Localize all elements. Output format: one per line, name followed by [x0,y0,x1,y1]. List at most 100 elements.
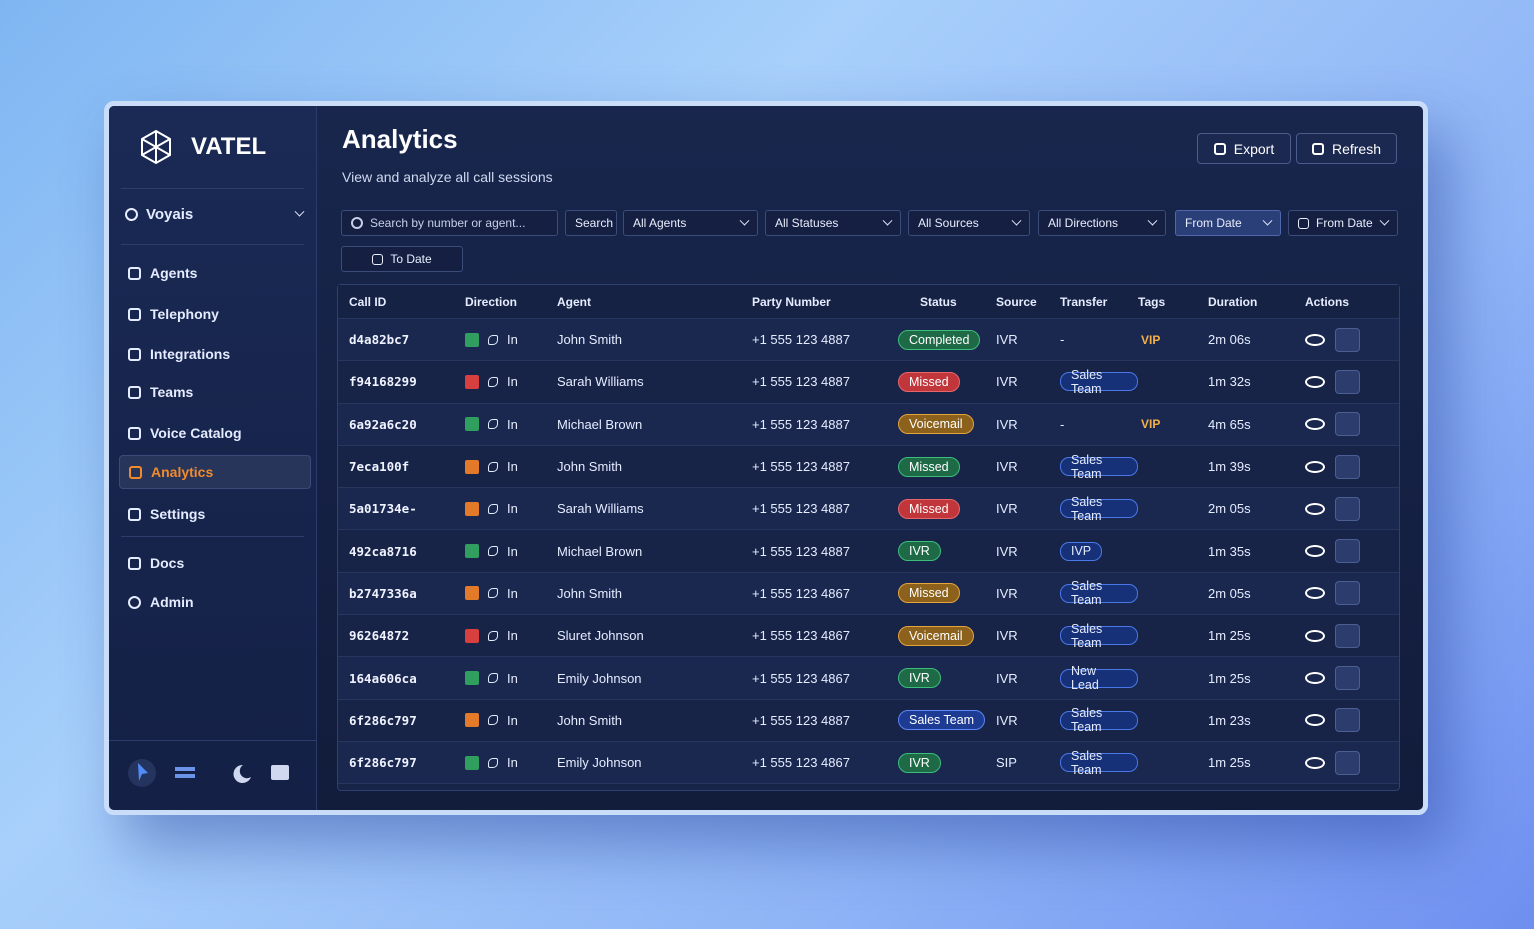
search-placeholder: Search by number or agent... [370,216,526,230]
call-id[interactable]: 96264872 [349,628,410,644]
view-button[interactable] [1305,418,1325,431]
brand: VATEL [137,128,266,166]
assign-button[interactable] [1335,581,1360,606]
view-button[interactable] [1305,672,1325,685]
view-button[interactable] [1305,502,1325,515]
call-id[interactable]: d4a82bc7 [349,332,410,348]
view-button[interactable] [1305,333,1325,346]
column-header: Call ID [349,294,387,309]
header-button[interactable]: Refresh [1296,133,1397,164]
call-id[interactable]: b2747336a [349,585,417,601]
agent: Sluret Johnson [557,628,644,644]
phone-icon [488,419,498,430]
view-button[interactable] [1305,375,1325,388]
assign-button[interactable] [1335,623,1360,648]
nav-item[interactable]: Agents [119,256,311,290]
assign-button[interactable] [1335,750,1360,775]
date-filter[interactable]: To Date [341,246,463,272]
assign-button[interactable] [1335,666,1360,691]
filter-dropdown[interactable]: All Sources [908,210,1030,236]
filter-dropdown[interactable]: All Agents [623,210,758,236]
assign-button[interactable] [1335,539,1360,564]
nav-label: Voice Catalog [150,425,242,441]
nav-item[interactable]: Docs [119,546,311,580]
call-id[interactable]: 492ca8716 [349,543,417,559]
nav-item[interactable]: Analytics [119,455,311,489]
duration: 1m 25s [1208,670,1251,686]
call-id[interactable]: 6a92a6c20 [349,416,417,432]
agent: Michael Brown [557,416,643,432]
header-button[interactable]: Export [1197,133,1291,164]
date-filter[interactable]: From Date [1175,210,1281,236]
search-button[interactable]: Search [565,210,617,236]
view-button[interactable] [1305,629,1325,642]
assign-button[interactable] [1335,412,1360,437]
nav-icon [128,556,141,570]
call-id[interactable]: 164a606ca [349,670,417,686]
chevron [1147,215,1158,226]
status-badge: IVR [898,668,941,689]
view-button[interactable] [1305,756,1325,769]
logo [141,129,171,165]
sidebar-footer [109,740,316,810]
view-button[interactable] [1305,545,1325,558]
transfer-badge: Sales Team [1060,622,1138,650]
assign-button[interactable] [1335,369,1360,394]
transfer-badge: Sales Team [1060,495,1138,523]
view-button[interactable] [1305,460,1325,473]
search-input[interactable]: Search by number or agent... [341,210,558,236]
nav-item[interactable]: Telephony [119,297,311,331]
table-header: Call ID Direction Agent Party Number Status S… [338,285,1399,319]
call-id[interactable]: 5a01734e- [349,501,417,517]
view-button[interactable] [1305,714,1325,727]
direction-icon [465,332,479,347]
assign-button[interactable] [1335,327,1360,352]
nav-item[interactable]: Admin [119,585,311,619]
call-id[interactable]: 7eca100f [349,459,410,475]
actions [1305,327,1399,352]
nav-item[interactable]: Teams [119,375,311,409]
nav-label: Docs [150,555,185,571]
direction-icon [465,671,479,686]
call-id[interactable]: f94168299 [349,374,417,390]
status-badge: Voicemail [898,414,974,435]
filter-dropdown[interactable]: All Statuses [765,210,901,236]
call-id[interactable]: 6f286c797 [349,755,417,771]
duration: 2m 05s [1208,585,1251,601]
status-badge: Sales Team [898,710,986,731]
phone-icon [488,630,498,641]
direction-icon [465,586,479,601]
assign-button[interactable] [1335,496,1360,521]
tag: VIP [1141,332,1161,347]
direction: In [465,671,557,686]
view-button[interactable] [1305,587,1325,600]
call-id[interactable]: 6f286c797 [349,712,417,728]
nav-item[interactable]: Settings [119,497,311,531]
user-name: Voyais [146,206,194,223]
party-number: +1 555 123 4887 [752,543,850,559]
direction-label: In [507,628,518,644]
user-menu[interactable]: Voyais [125,206,305,223]
party-number: +1 555 123 4887 [752,501,850,517]
chevron [739,215,750,226]
phone-icon [488,588,498,599]
transfer-badge: Sales Team [1060,453,1138,481]
source: IVR [996,459,1018,475]
table-row: d4a82bc7 In John Smith +1 555 123 4887 Compl… [338,319,1399,362]
assign-button[interactable] [1335,708,1360,733]
assign-button[interactable] [1335,454,1360,479]
button-icon [1213,142,1226,155]
filter-dropdown[interactable]: All Directions [1038,210,1166,236]
nav-item[interactable]: Integrations [119,337,311,371]
duration: 1m 25s [1208,628,1251,644]
transfer-badge: IVP [1060,541,1103,561]
direction-label: In [507,501,518,517]
sidebar: VATEL Voyais Agents Telephony Integrations… [109,106,317,810]
nav-icon [129,465,142,479]
date-filter[interactable]: From Date [1288,210,1398,236]
dropdown-label: All Directions [1048,216,1119,230]
nav-item[interactable]: Voice Catalog [119,416,311,450]
column-header: Status [920,294,957,309]
table-row: 96264872 In Sluret Johnson +1 555 123 4867 V… [338,615,1399,658]
nav-label: Telephony [150,306,219,322]
